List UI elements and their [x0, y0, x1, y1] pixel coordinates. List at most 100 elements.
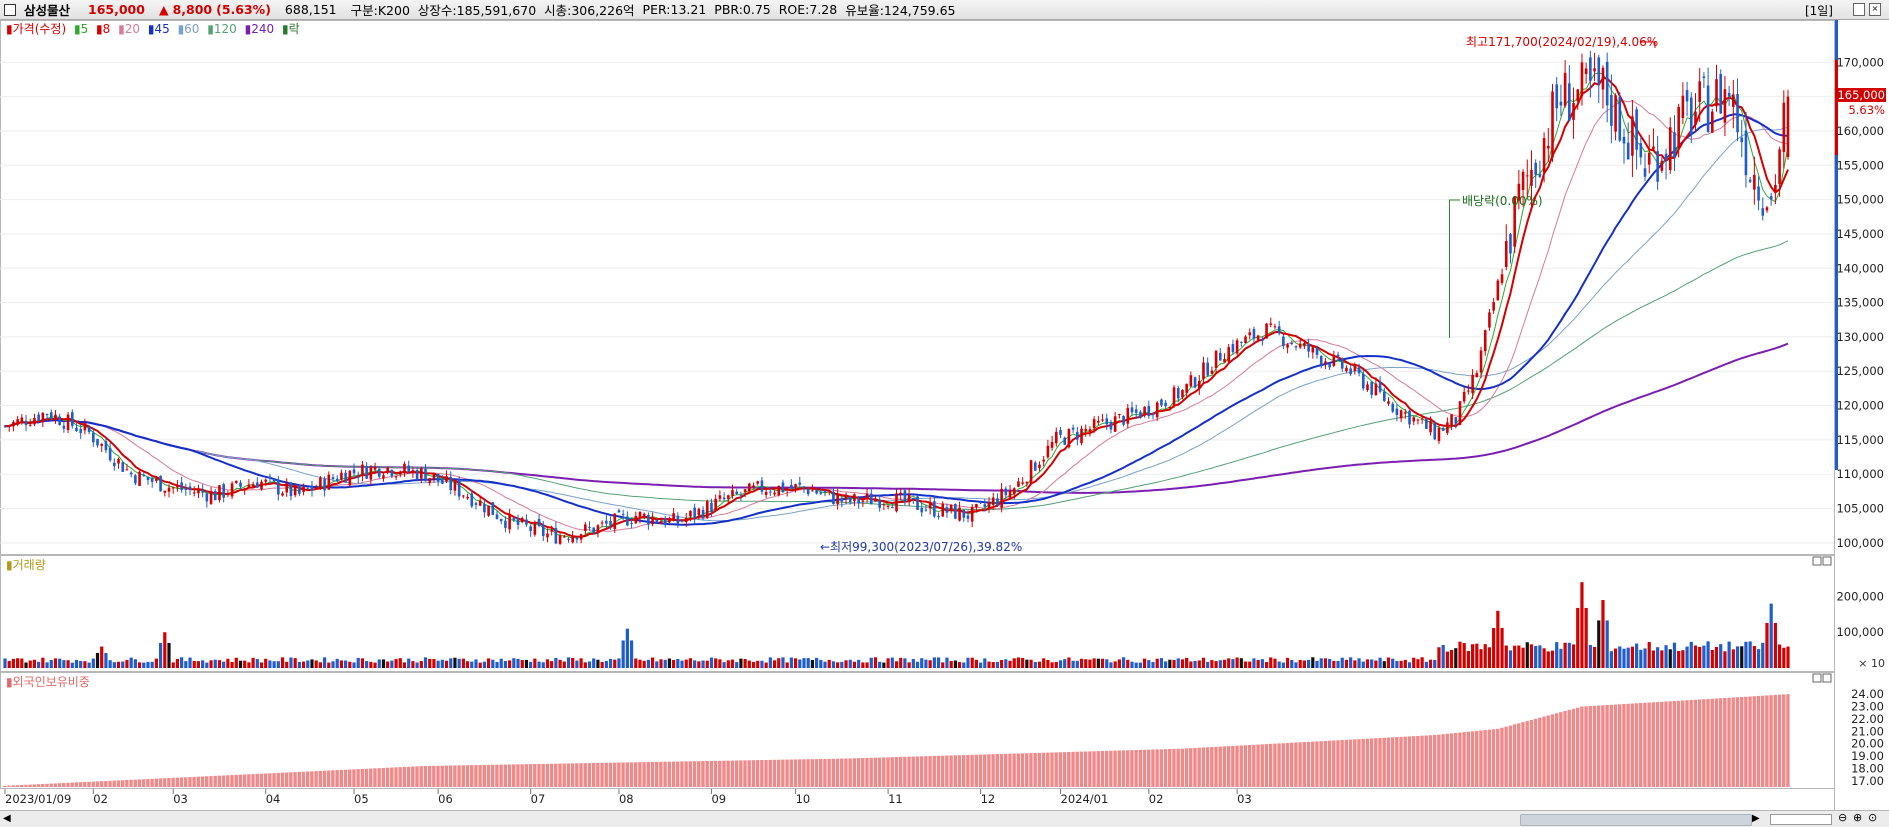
volume-bar: [461, 658, 465, 668]
foreign-panel-max-icon[interactable]: [1812, 673, 1822, 683]
volume-bar: [1370, 659, 1374, 668]
scroll-right-icon[interactable]: ▶: [1752, 813, 1760, 824]
foreign-bar: [377, 768, 381, 787]
volume-bar: [121, 661, 125, 668]
candle-body: [1677, 106, 1680, 148]
volume-bar: [1349, 657, 1353, 668]
candle-body: [1656, 151, 1659, 182]
foreign-bar: [1491, 729, 1496, 787]
foreign-bar: [1386, 737, 1391, 787]
ma240-line: [4, 342, 1789, 494]
foreign-bar: [57, 783, 62, 787]
zoom-reset-icon[interactable]: ⊙: [1868, 811, 1878, 824]
candle-body: [659, 521, 663, 525]
period-selector[interactable]: [1일]: [1804, 4, 1833, 18]
foreign-bar: [184, 777, 188, 787]
candle-body: [264, 479, 268, 482]
foreign-bar: [507, 764, 512, 787]
foreign-bar: [167, 778, 171, 787]
foreign-bar: [1588, 706, 1592, 787]
candle-body: [680, 520, 684, 522]
candle-body: [45, 414, 49, 416]
close-icon[interactable]: ×: [1869, 3, 1881, 16]
foreign-bar: [638, 762, 642, 787]
scroll-thumb[interactable]: [1520, 814, 1752, 826]
volume-bar: [37, 661, 41, 668]
foreign-bar: [1517, 723, 1521, 787]
x-tick-label: 05: [354, 792, 369, 806]
scroll-left-icon[interactable]: ◀: [3, 813, 11, 824]
ma8-line: [4, 77, 1789, 538]
foreign-bar: [1138, 749, 1143, 787]
foreign-bar: [272, 773, 276, 787]
candle-body: [790, 484, 793, 489]
foreign-bar: [1374, 738, 1378, 787]
volume-bar: [457, 658, 461, 668]
volume-bar: [1727, 641, 1731, 668]
volume-panel-close-icon[interactable]: [1822, 556, 1832, 566]
foreign-bar: [1689, 699, 1693, 787]
horizontal-scrollbar[interactable]: ◀ ▶ ⊖ ⊕ ⊙: [0, 810, 1889, 827]
foreign-bar: [1008, 753, 1012, 787]
foreign-bar: [247, 774, 251, 787]
volume-bar: [1437, 647, 1441, 668]
foreign-bar: [83, 782, 87, 787]
volume-bar: [104, 652, 108, 668]
foreign-bar: [894, 757, 899, 787]
foreign-bar: [1487, 729, 1492, 787]
candle-body: [298, 484, 301, 494]
candle-body: [1391, 403, 1395, 412]
foreign-bar: [659, 761, 663, 787]
volume-bar: [83, 661, 87, 668]
volume-bar: [369, 661, 373, 668]
volume-bar: [20, 658, 24, 668]
volume-bar: [1735, 646, 1740, 668]
candle-body: [1412, 417, 1416, 422]
foreign-bar: [486, 764, 491, 787]
volume-bar: [255, 659, 259, 668]
select-checkbox[interactable]: [4, 3, 16, 16]
candle-body: [1757, 186, 1760, 201]
foreign-bar: [335, 770, 339, 787]
foreign-bar: [1319, 741, 1323, 787]
foreign-bar: [1739, 696, 1744, 787]
candle-body: [1572, 102, 1575, 120]
candle-body: [718, 495, 722, 499]
foreign-bar: [499, 764, 503, 787]
volume-bar: [962, 662, 966, 668]
volume-bar: [1660, 650, 1664, 668]
volume-bar: [857, 659, 861, 668]
foreign-panel-close-icon[interactable]: [1822, 673, 1832, 683]
volume-bar: [663, 659, 667, 668]
foreign-bar: [755, 760, 760, 787]
zoom-slider[interactable]: [1770, 814, 1832, 825]
foreign-bar: [305, 771, 310, 787]
volume-panel-max-icon[interactable]: [1812, 556, 1822, 566]
foreign-bar: [192, 776, 196, 787]
candle-body: [1387, 401, 1390, 404]
volume-bar: [545, 659, 550, 668]
foreign-bar: [831, 758, 836, 787]
current-price-tag: [1836, 88, 1886, 102]
volume-bar: [1479, 649, 1483, 668]
candle-body: [462, 495, 465, 497]
foreign-bar: [999, 753, 1004, 787]
foreign-bar: [411, 766, 415, 787]
volume-bar: [226, 658, 230, 668]
foreign-bar: [1605, 705, 1609, 787]
foreign-bar: [478, 764, 482, 787]
candle-body: [487, 505, 490, 516]
volume-bar: [781, 657, 785, 668]
candle-body: [609, 520, 612, 526]
volume-bar: [920, 658, 924, 668]
zoom-out-icon[interactable]: ⊖: [1838, 811, 1848, 824]
restore-icon[interactable]: [1853, 3, 1865, 16]
volume-bar: [1391, 658, 1395, 668]
candle-body: [1248, 332, 1252, 336]
foreign-bar: [646, 762, 650, 787]
volume-bar: [537, 661, 541, 668]
candle-body: [268, 476, 272, 479]
price-change-pct: (5.63%): [216, 2, 271, 17]
zoom-in-icon[interactable]: ⊕: [1853, 811, 1863, 824]
